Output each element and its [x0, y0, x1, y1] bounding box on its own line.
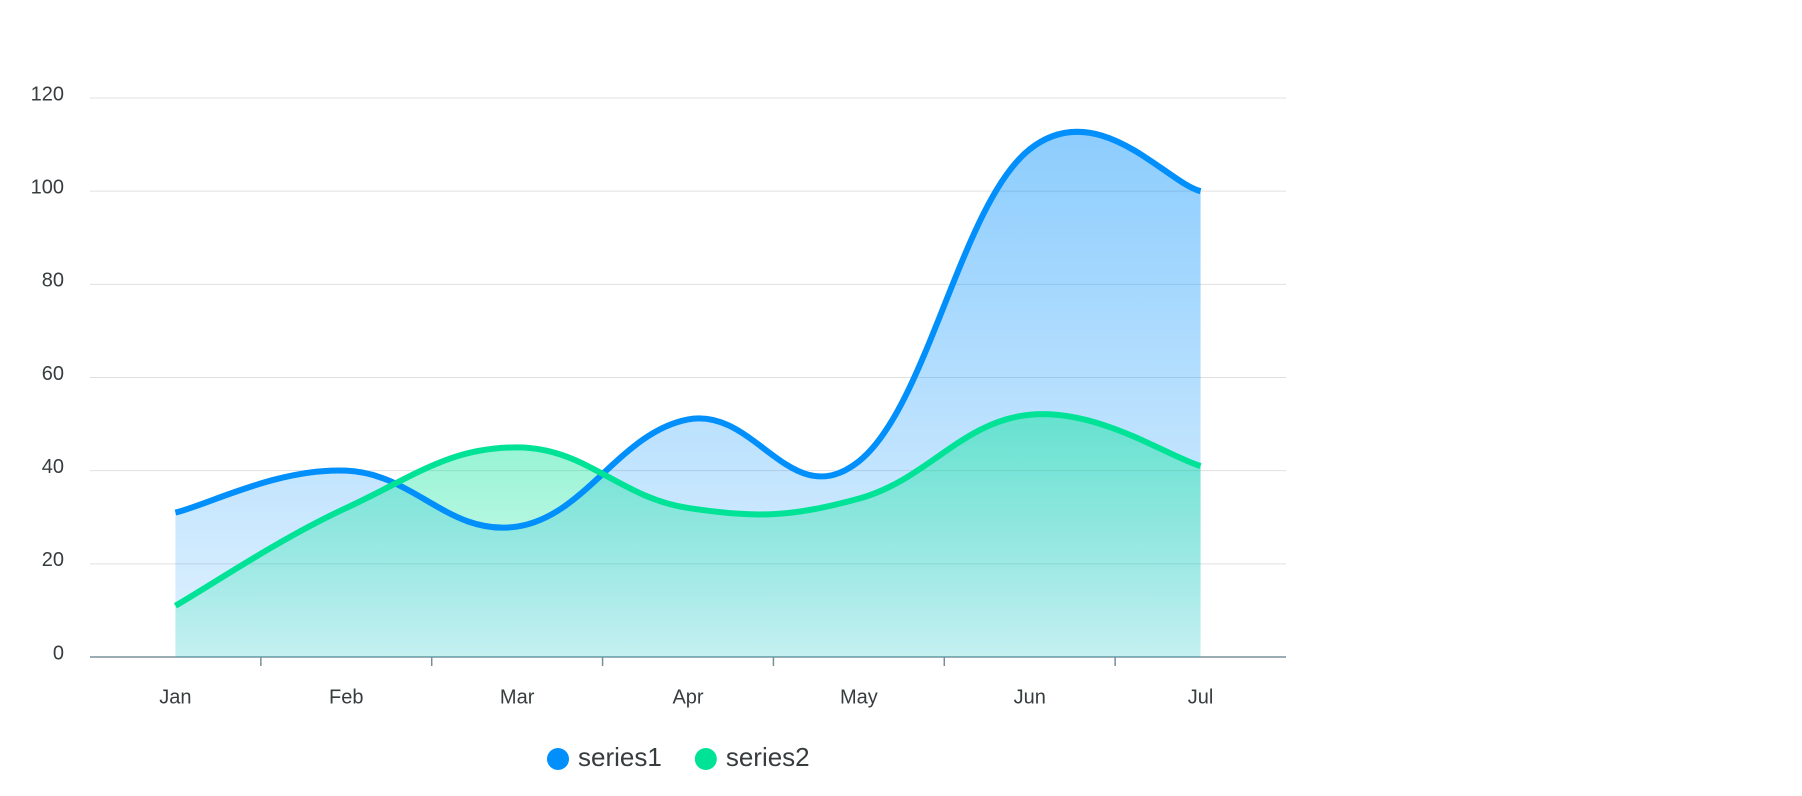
legend-marker: [694, 748, 717, 770]
y-tick-label: 120: [31, 83, 64, 105]
y-tick-label: 80: [42, 270, 64, 292]
x-tick-label: Jun: [1014, 686, 1046, 708]
x-tick-label: Jan: [159, 686, 191, 708]
y-tick-label: 60: [42, 363, 64, 385]
x-tick-label: May: [840, 686, 878, 708]
y-tick-label: 100: [31, 176, 64, 198]
y-tick-label: 0: [53, 642, 64, 664]
y-tick-label: 20: [42, 549, 64, 571]
x-tick-label: Apr: [672, 686, 703, 708]
legend-label: series2: [726, 742, 810, 772]
x-tick-label: Feb: [329, 686, 363, 708]
y-tick-label: 40: [42, 456, 64, 478]
area: [175, 414, 1201, 657]
line: [174, 128, 1202, 531]
line: [173, 411, 1202, 609]
legend-label: series1: [578, 742, 662, 772]
x-tick-label: Jul: [1188, 686, 1214, 708]
legend-marker: [547, 748, 569, 770]
x-tick-label: Mar: [500, 686, 535, 708]
